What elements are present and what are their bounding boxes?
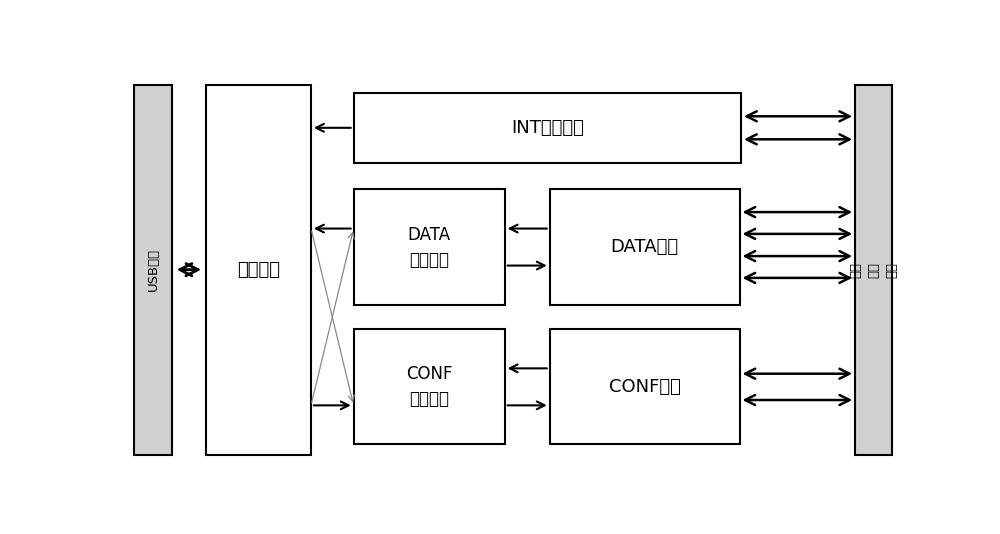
Bar — [354, 190, 505, 304]
Text: DATA
报文处理: DATA 报文处理 — [408, 225, 451, 269]
Text: CONF引擎: CONF引擎 — [609, 378, 681, 396]
Text: 用户
硬件
程序: 用户 硬件 程序 — [849, 262, 898, 278]
Text: USB芯片: USB芯片 — [146, 248, 159, 291]
Text: INT控制模块: INT控制模块 — [511, 119, 584, 137]
Text: CONF
报文处理: CONF 报文处理 — [406, 365, 452, 409]
Bar — [354, 329, 505, 444]
Bar — [550, 190, 740, 304]
Text: DATA引擎: DATA引擎 — [611, 238, 679, 256]
Bar — [206, 84, 311, 455]
Bar — [855, 84, 892, 455]
Bar — [134, 84, 172, 455]
Bar — [354, 93, 741, 163]
Text: 传输控制: 传输控制 — [237, 261, 280, 279]
Bar — [550, 329, 740, 444]
